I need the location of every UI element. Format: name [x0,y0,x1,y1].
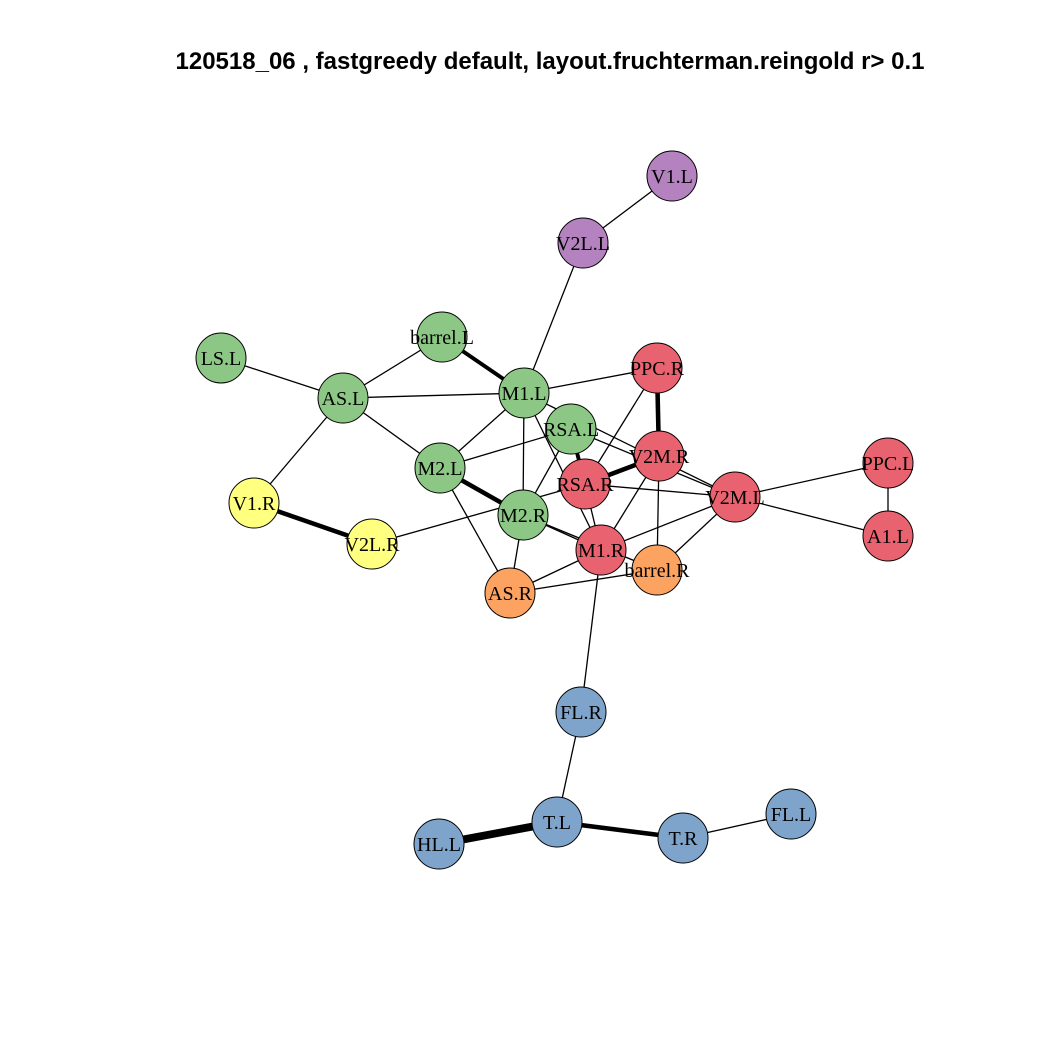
node-circle [631,544,683,596]
node-fl-l: FL.L [765,788,817,840]
plot-title: 120518_06 , fastgreedy default, layout.f… [175,48,925,75]
node-circle [709,471,761,523]
node-label: V2M.L [705,487,764,509]
node-m1-r: M1.R [575,524,627,576]
node-label: RSA.L [543,419,599,441]
node-a1-l: A1.L [862,510,914,562]
node-circle [228,477,280,529]
node-v2l-l: V2L.L [556,217,610,269]
node-label: FL.L [771,804,812,826]
node-rsa-r: RSA.R [556,458,614,510]
node-ppc-r: PPC.R [630,342,685,394]
node-label: LS.L [201,348,242,370]
node-label: barrel.L [410,327,474,349]
edge-m1-l-m1-r [523,392,602,551]
node-circle [497,489,549,541]
node-circle [346,518,398,570]
node-circle [575,524,627,576]
node-label: HL.L [417,834,461,856]
node-ppc-l: PPC.L [862,437,915,489]
node-circle [531,796,583,848]
node-label: PPC.L [862,453,915,475]
node-v1-l: V1.L [646,150,698,202]
node-t-l: T.L [531,796,583,848]
node-label: RSA.R [556,474,614,496]
node-label: FL.R [560,702,602,724]
node-v2m-r: V2M.R [629,430,690,482]
node-label: M1.L [502,383,547,405]
node-label: V2M.R [629,446,690,468]
edge-v2m-l-a1-l [734,496,889,537]
edge-v2m-l-ppc-l [734,462,889,498]
node-circle [765,788,817,840]
node-label: V1.L [651,166,693,188]
node-label: AS.R [488,583,533,605]
node-circle [317,372,369,424]
node-label: V2L.R [345,534,401,556]
node-rsa-l: RSA.L [543,403,599,455]
node-circle [557,217,609,269]
node-label: AS.L [322,388,365,410]
node-label: V2L.L [556,233,610,255]
node-label: barrel.R [625,560,691,582]
edge-as-l-m1-l [342,392,525,399]
node-label: T.L [543,812,571,834]
node-circle [545,403,597,455]
node-v2l-r: V2L.R [345,518,401,570]
node-circle [416,311,468,363]
node-t-r: T.R [657,812,709,864]
node-circle [862,510,914,562]
node-label: T.R [668,828,698,850]
edge-m1-r-fl-r [580,549,602,713]
node-v2m-l: V2M.L [705,471,765,523]
node-hl-l: HL.L [413,818,465,870]
node-as-l: AS.L [317,372,369,424]
node-label: V1.R [233,493,276,515]
node-v1-r: V1.R [228,477,280,529]
node-circle [559,458,611,510]
node-label: M2.R [500,505,547,527]
node-circle [633,430,685,482]
node-m2-l: M2.L [414,442,466,494]
node-circle [414,442,466,494]
node-circle [413,818,465,870]
node-circle [657,812,709,864]
node-label: PPC.R [630,358,685,380]
node-as-r: AS.R [484,567,536,619]
node-label: A1.L [867,526,909,548]
node-fl-r: FL.R [555,686,607,738]
node-circle [195,332,247,384]
node-m2-r: M2.R [497,489,549,541]
node-circle [555,686,607,738]
node-circle [646,150,698,202]
edge-v2l-r-rsa-r [371,483,586,545]
edge-v2l-l-m1-l [523,242,584,394]
node-barrel-l: barrel.L [410,311,474,363]
node-circle [631,342,683,394]
node-label: M1.R [578,540,625,562]
node-barrel-r: barrel.R [625,544,691,596]
node-m1-l: M1.L [498,367,550,419]
node-label: M2.L [418,458,463,480]
node-circle [484,567,536,619]
node-circle [498,367,550,419]
node-ls-l: LS.L [195,332,247,384]
node-circle [862,437,914,489]
